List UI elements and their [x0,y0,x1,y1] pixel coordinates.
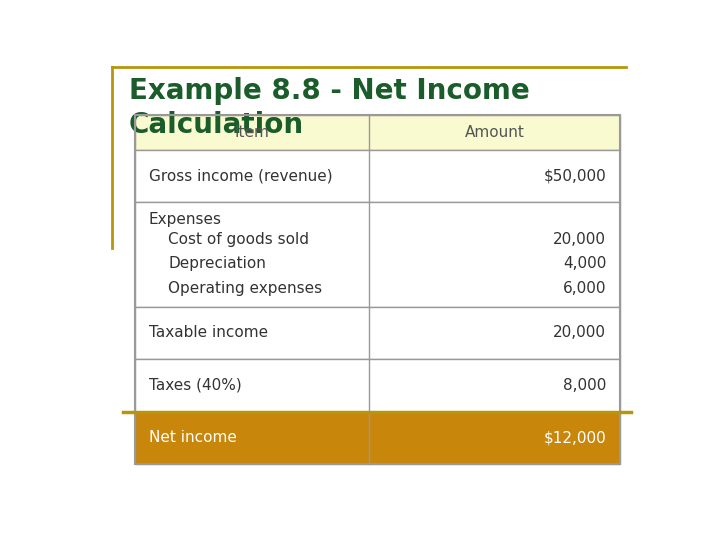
Text: Operating expenses: Operating expenses [168,281,323,296]
Text: 4,000: 4,000 [563,256,606,272]
Bar [135,411,620,464]
Text: 6,000: 6,000 [562,281,606,296]
Text: Depreciation: Depreciation [168,256,266,272]
Text: Net income: Net income [148,430,236,445]
Text: 20,000: 20,000 [553,232,606,247]
Text: Amount: Amount [464,125,524,140]
Text: Expenses: Expenses [148,212,222,227]
Text: Taxable income: Taxable income [148,326,268,341]
Text: Cost of goods sold: Cost of goods sold [168,232,309,247]
Text: $50,000: $50,000 [544,168,606,183]
Text: Gross income (revenue): Gross income (revenue) [148,168,332,183]
Text: $12,000: $12,000 [544,430,606,445]
Bar [135,114,620,464]
Text: 20,000: 20,000 [553,326,606,341]
Bar [135,150,620,202]
Text: 8,000: 8,000 [563,378,606,393]
Text: Taxes (40%): Taxes (40%) [148,378,241,393]
Text: Example 8.8 - Net Income
Calculation: Example 8.8 - Net Income Calculation [129,77,530,139]
Bar [135,359,620,411]
Bar [135,114,620,150]
Text: Item: Item [235,125,269,140]
Bar [135,202,620,307]
Bar [135,307,620,359]
